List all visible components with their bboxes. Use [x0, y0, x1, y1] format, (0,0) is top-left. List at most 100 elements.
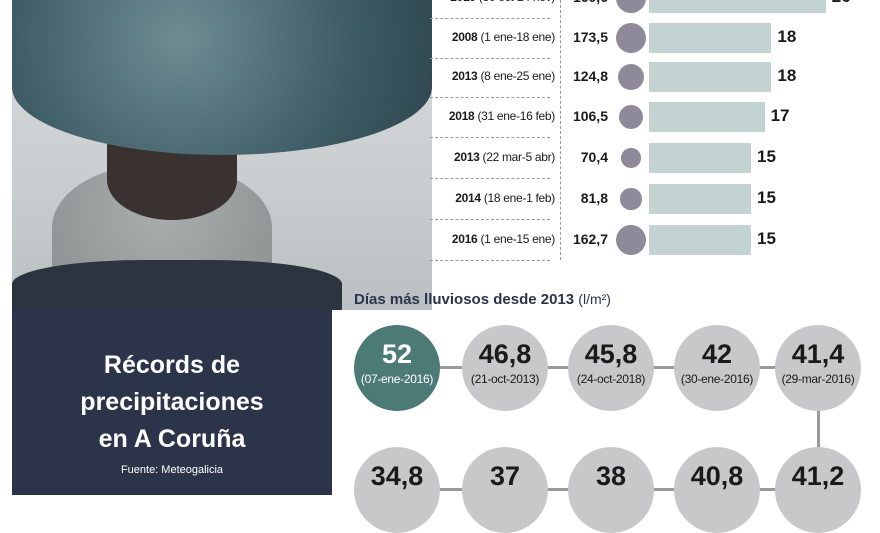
- connector: [717, 488, 818, 491]
- year: 2013: [451, 69, 478, 83]
- rain-circle: [615, 22, 647, 54]
- rain-day-bubble: 42 (30-ene-2016): [674, 325, 760, 411]
- rain-value: 162,7: [572, 231, 608, 247]
- rain-circle: [616, 0, 646, 13]
- days-unit: (l/m²): [578, 291, 611, 307]
- rain-amount: 38: [595, 461, 627, 491]
- rain-date: (30-ene-2016): [680, 372, 754, 386]
- rain-value: 70,4: [580, 149, 608, 165]
- rain-value: 173,5: [572, 29, 608, 45]
- days-bar: [649, 102, 765, 132]
- row-divider: [430, 18, 550, 19]
- rain-day-bubble: 40,8: [674, 447, 760, 533]
- days-label: 18: [777, 66, 797, 85]
- period: (30 oct-24 nov): [479, 0, 556, 4]
- period-label: 2019 (30 oct-24 nov): [450, 0, 555, 4]
- days-label: 15: [757, 229, 776, 248]
- period-label: 2018 (31 ene-16 feb): [449, 109, 555, 123]
- year: 2018: [448, 109, 475, 123]
- days-label: 17: [770, 106, 790, 125]
- row-divider: [430, 219, 550, 220]
- page-title: Récords de precipitaciones en A Coruña: [12, 347, 332, 458]
- rain-value: 124,8: [572, 68, 608, 84]
- days-bar: [649, 23, 772, 53]
- rain-amount: 45,8: [584, 339, 638, 369]
- umbrella-photo: [12, 0, 432, 310]
- connector: [505, 488, 611, 491]
- days-label: 15: [757, 147, 776, 166]
- year: 2013: [453, 150, 480, 164]
- rain-date: (24-oct-2018): [576, 372, 646, 386]
- connector: [817, 368, 820, 488]
- row-divider: [430, 260, 550, 261]
- row-divider: [430, 137, 550, 138]
- days-bar: [649, 62, 772, 92]
- table-row: 2019 (30 oct-24 nov) 160,6 26: [430, 0, 880, 18]
- table-row: 2018 (31 ene-16 feb) 106,5 17: [430, 97, 880, 137]
- rain-day-bubble: 34,8: [354, 447, 440, 533]
- rain-day-bubble: 46,8 (21-oct-2013): [462, 325, 548, 411]
- rain-amount: 52: [381, 339, 413, 369]
- connector: [611, 366, 717, 369]
- rain-amount: 34,8: [370, 461, 424, 491]
- period-label: 2013 (8 ene-25 ene): [452, 69, 555, 83]
- table-row: 2013 (22 mar-5 abr) 70,4 15: [430, 138, 880, 178]
- rain-amount: 41,2: [791, 461, 845, 491]
- rain-circle: [620, 188, 642, 210]
- rain-circle: [616, 225, 646, 255]
- year: 2016: [451, 232, 478, 246]
- rain-periods-chart: 2019 (30 oct-24 nov) 160,6 262008 (1 ene…: [430, 0, 880, 261]
- rain-day-bubble: 45,8 (24-oct-2018): [568, 325, 654, 411]
- period-label: 2014 (18 ene-1 feb): [455, 191, 555, 205]
- rain-day-bubble: 37: [462, 447, 548, 533]
- period: (31 ene-16 feb): [477, 109, 555, 123]
- rain-value: 106,5: [572, 108, 608, 124]
- divider: [560, 0, 561, 260]
- year: 2019: [450, 0, 476, 4]
- umbrella-shape: [12, 0, 432, 155]
- days-label: 18: [777, 27, 797, 46]
- days-bar: [649, 225, 751, 255]
- connector: [397, 366, 505, 369]
- rain-day-bubble: 52 (07-ene-2016): [354, 325, 440, 411]
- days-bar: [649, 184, 751, 214]
- rain-date: (29-mar-2016): [781, 372, 855, 386]
- rain-circle: [617, 63, 645, 91]
- rain-amount: 42: [701, 339, 733, 369]
- table-row: 2014 (18 ene-1 feb) 81,8 15: [430, 179, 880, 219]
- jacket-shape: [12, 260, 342, 310]
- rain-value: 81,8: [580, 190, 608, 206]
- period-label: 2013 (22 mar-5 abr): [454, 150, 555, 164]
- rain-amount: 41,4: [791, 339, 845, 369]
- table-row: 2008 (1 ene-18 ene) 173,5 18: [430, 18, 880, 58]
- connector: [717, 366, 818, 369]
- days-bar: [649, 0, 826, 13]
- rain-circle: [618, 104, 644, 130]
- rain-day-bubble: 41,2: [775, 447, 861, 533]
- connector: [505, 366, 611, 369]
- rain-day-bubble: 38: [568, 447, 654, 533]
- rain-day-bubble: 41,4 (29-mar-2016): [775, 325, 861, 411]
- source-note: Fuente: Meteogalicia: [120, 464, 224, 476]
- table-row: 2013 (8 ene-25 ene) 124,8 18: [430, 57, 880, 97]
- row-divider: [430, 97, 550, 98]
- year: 2008: [451, 30, 478, 44]
- days-bar: [649, 143, 751, 173]
- period: (1 ene-15 ene): [480, 232, 555, 246]
- rain-date: (21-oct-2013): [470, 372, 540, 386]
- rain-amount: 46,8: [478, 339, 532, 369]
- connector: [611, 488, 717, 491]
- period-label: 2016 (1 ene-15 ene): [452, 232, 555, 246]
- title-line: en A Coruña: [98, 425, 246, 453]
- period: (1 ene-18 ene): [480, 30, 555, 44]
- period: (8 ene-25 ene): [480, 69, 555, 83]
- year: 2014: [455, 191, 481, 205]
- title-panel: Récords de precipitaciones en A Coruña F…: [12, 310, 332, 495]
- rain-date: (07-ene-2016): [360, 372, 434, 386]
- connector: [397, 488, 505, 491]
- days-label: 26: [832, 0, 851, 7]
- days-label: 15: [757, 188, 776, 207]
- title-line: Récords de: [103, 351, 241, 379]
- rain-circle: [621, 148, 641, 168]
- days-title-text: Días más lluviosos desde 2013: [354, 291, 575, 308]
